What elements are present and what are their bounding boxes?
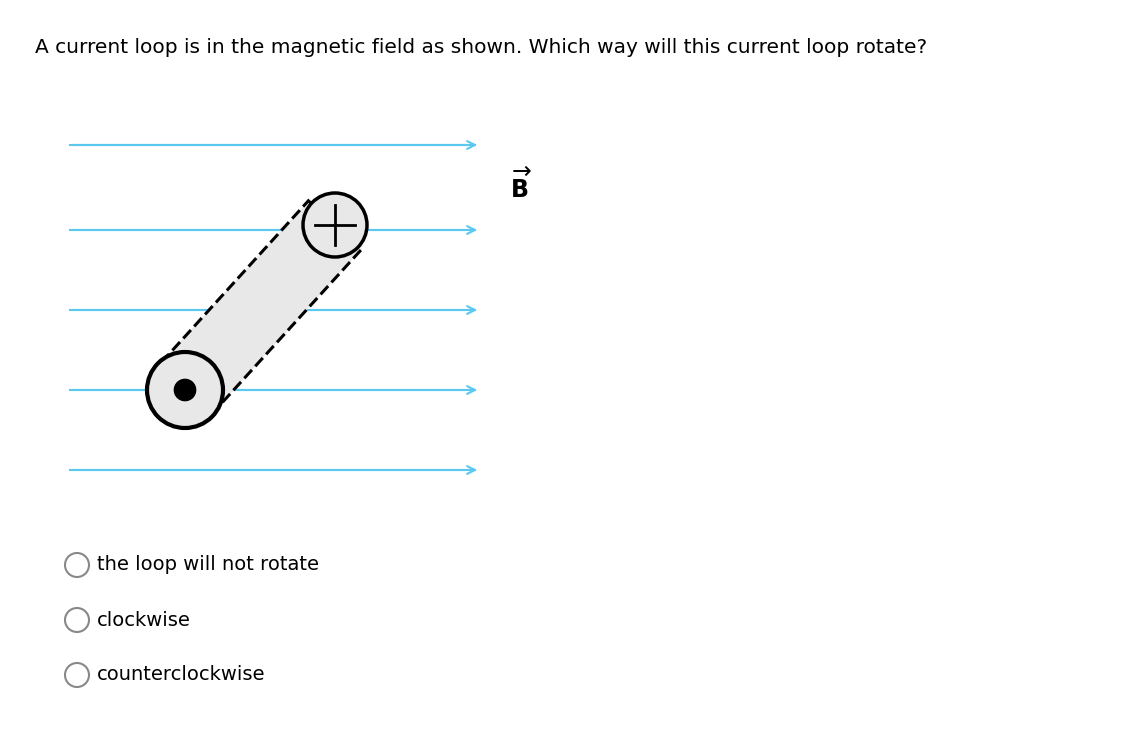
Polygon shape (159, 201, 362, 414)
Circle shape (303, 193, 367, 257)
Circle shape (175, 379, 196, 401)
Text: $\overrightarrow{\mathbf{B}}$: $\overrightarrow{\mathbf{B}}$ (510, 168, 532, 203)
Circle shape (65, 663, 88, 687)
Text: clockwise: clockwise (98, 611, 191, 629)
Circle shape (147, 352, 223, 428)
Circle shape (65, 553, 88, 577)
Text: A current loop is in the magnetic field as shown. Which way will this current lo: A current loop is in the magnetic field … (35, 38, 928, 57)
Circle shape (65, 608, 88, 632)
Text: the loop will not rotate: the loop will not rotate (98, 556, 319, 574)
Text: counterclockwise: counterclockwise (98, 666, 265, 685)
